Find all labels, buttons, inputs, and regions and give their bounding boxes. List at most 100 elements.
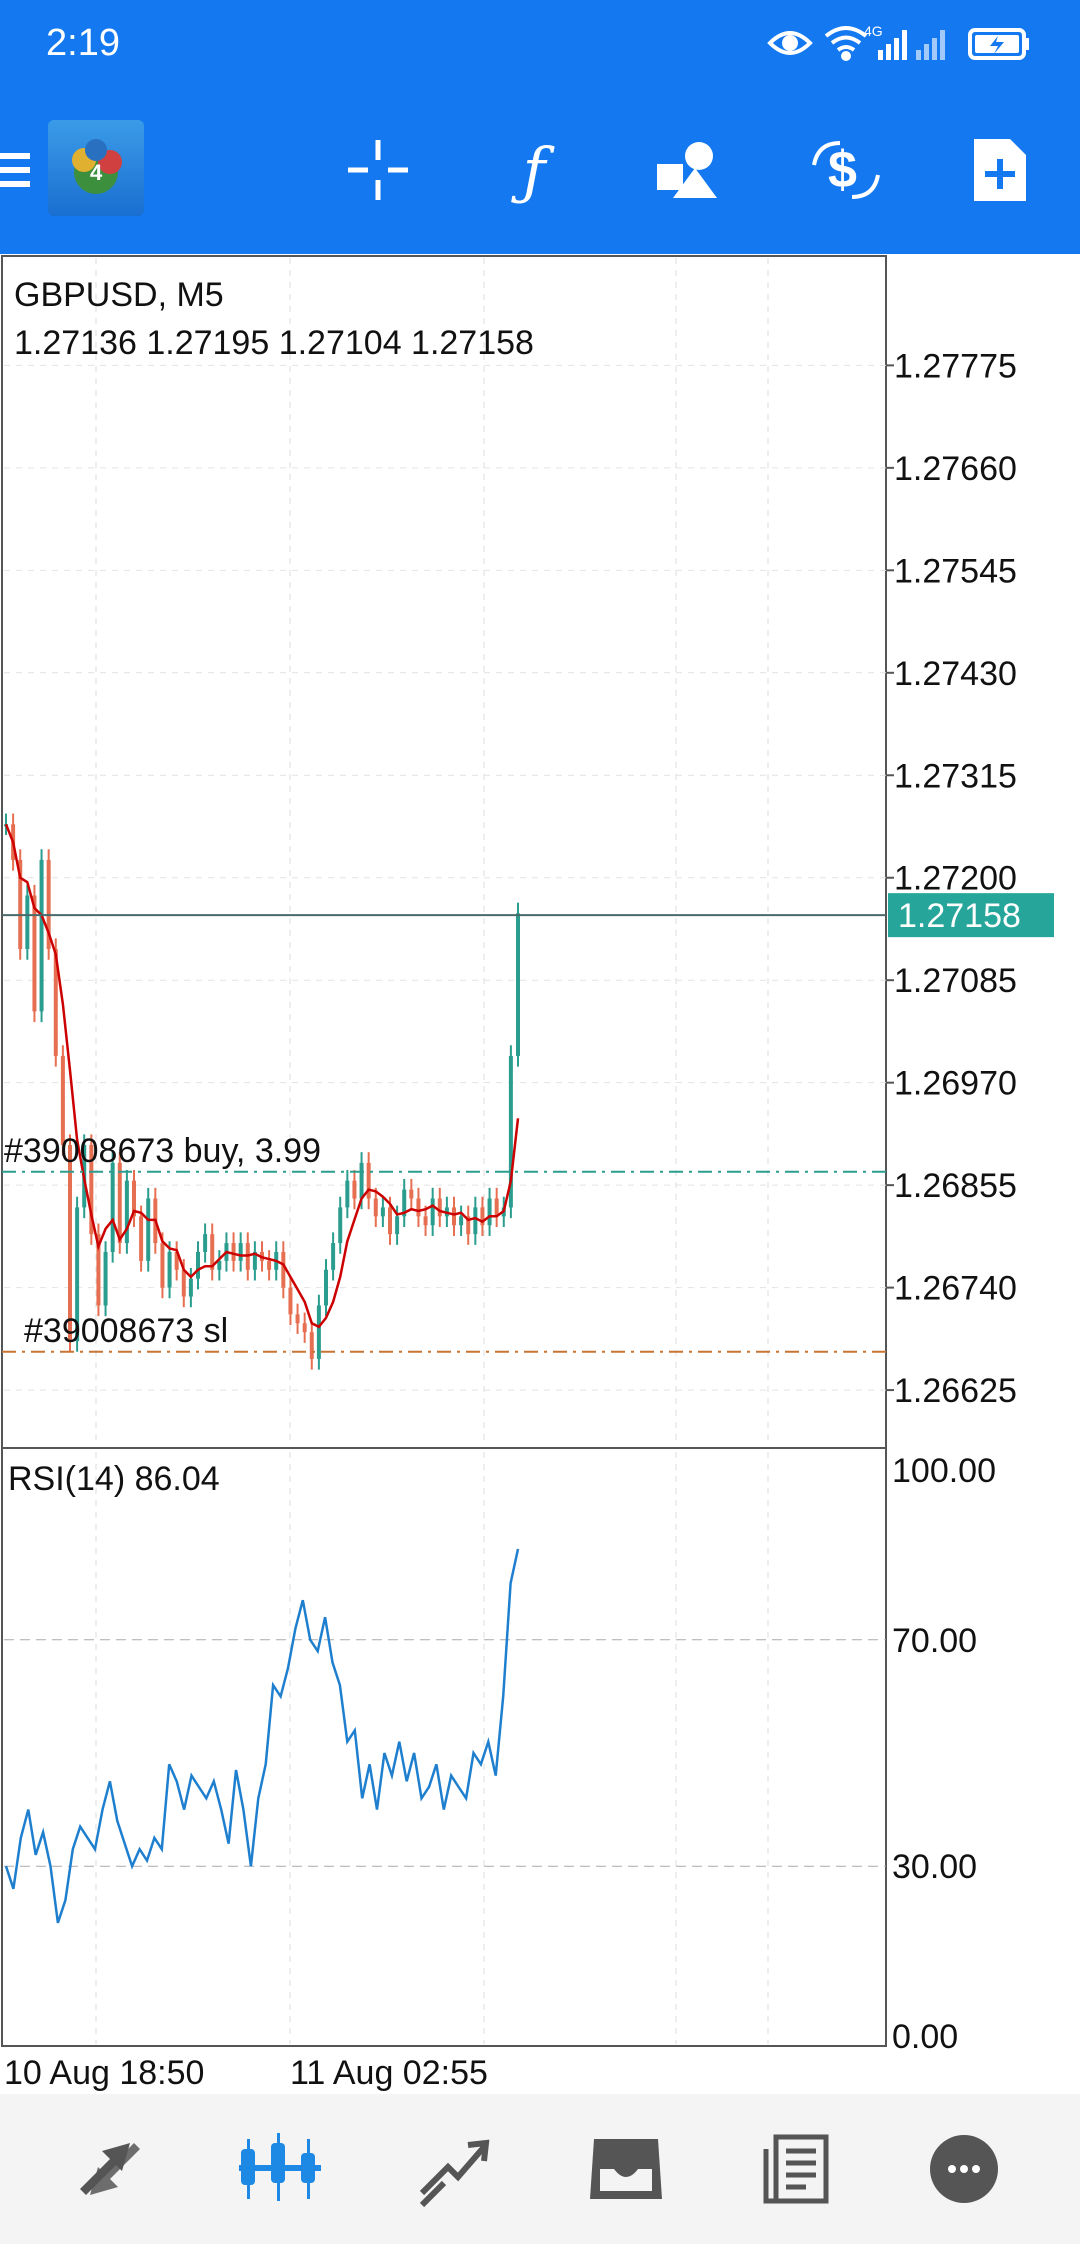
- candle-body-9: [68, 1145, 72, 1342]
- moving-average-line: [4, 823, 520, 1329]
- candle-body-32: [231, 1243, 236, 1261]
- candle-body-56: [402, 1189, 407, 1217]
- candle-body-47: [338, 1207, 343, 1244]
- rsi-axis-label-1: 70.00: [892, 1622, 977, 1660]
- trade-trend-icon: [419, 2139, 490, 2208]
- app-logo-icon[interactable]: 4: [48, 120, 144, 216]
- chart-grid: [4, 258, 886, 1446]
- svg-text:$: $: [828, 141, 857, 199]
- rsi-axis-label-2: 30.00: [892, 1848, 977, 1886]
- menu-icon[interactable]: [0, 128, 36, 212]
- price-chart[interactable]: 1.27775 1.27660 1.27545 1.27430 1.27315 1.272…: [0, 254, 1080, 2094]
- rsi-line: [4, 1548, 520, 1924]
- nav-quotes[interactable]: [60, 2124, 160, 2214]
- rsi-axis-label-3: 0.00: [892, 2018, 958, 2056]
- candles-group: [4, 813, 520, 1370]
- trade-icon[interactable]: $: [804, 128, 888, 212]
- price-axis: 1.27775 1.27660 1.27545 1.27430 1.27315 1.272…: [886, 347, 1017, 1410]
- candle-body-71: [508, 1055, 513, 1208]
- candle-body-61: [437, 1198, 442, 1217]
- ohlc-values: 1.27136 1.27195 1.27104 1.27158: [14, 324, 534, 362]
- candle-body-4: [32, 895, 37, 1012]
- crosshair-icon[interactable]: [336, 128, 420, 212]
- candle-body-60: [430, 1198, 435, 1226]
- candle-body-43: [309, 1332, 314, 1359]
- indicators-icon[interactable]: ƒ: [492, 128, 576, 212]
- rsi-axis: 100.00 70.00 30.00 0.00: [892, 1452, 996, 2056]
- candle-body-3: [25, 895, 30, 950]
- status-bar: 2:19 4G: [0, 0, 1080, 88]
- battery-icon: [968, 28, 1029, 60]
- candle-body-51: [366, 1162, 371, 1199]
- candle-body-37: [267, 1260, 272, 1270]
- candle-body-49: [352, 1180, 357, 1199]
- candle-body-54: [388, 1207, 392, 1235]
- candle-body-72: [516, 913, 520, 1056]
- chart-candles-icon: [239, 2133, 321, 2201]
- price-label-6: 1.27085: [894, 962, 1017, 1000]
- inbox-icon: [590, 2139, 662, 2199]
- candle-body-52: [373, 1198, 378, 1217]
- quotes-icon: [80, 2143, 140, 2195]
- candle-body-41: [295, 1314, 300, 1324]
- candle-body-46: [331, 1243, 336, 1270]
- nav-news[interactable]: [750, 2124, 850, 2214]
- candle-body-53: [380, 1207, 385, 1217]
- objects-icon[interactable]: [648, 128, 732, 212]
- candle-body-69: [494, 1198, 499, 1217]
- candle-body-10: [75, 1207, 80, 1342]
- price-label-8: 1.26855: [894, 1167, 1017, 1205]
- candle-body-29: [210, 1234, 215, 1270]
- price-label-4: 1.27315: [894, 757, 1017, 795]
- signal-4g-icon: [878, 30, 907, 60]
- price-label-10: 1.26625: [894, 1372, 1017, 1410]
- candle-body-13: [96, 1234, 101, 1306]
- candle-body-23: [167, 1251, 172, 1288]
- candle-body-14: [103, 1251, 108, 1306]
- wifi-icon: [824, 26, 868, 61]
- candle-body-6: [46, 859, 51, 950]
- chart-area[interactable]: 1.27775 1.27660 1.27545 1.27430 1.27315 1.272…: [0, 254, 1080, 2094]
- rsi-axis-label-0: 100.00: [892, 1452, 996, 1490]
- network-type-label: 4G: [864, 23, 883, 39]
- candle-body-24: [174, 1251, 179, 1270]
- price-label-7: 1.26970: [894, 1065, 1017, 1103]
- candle-body-57: [409, 1189, 414, 1199]
- price-label-2: 1.27545: [894, 552, 1017, 590]
- candle-body-15: [110, 1162, 115, 1252]
- new-order-icon[interactable]: [958, 128, 1042, 212]
- candle-body-67: [480, 1207, 485, 1226]
- current-price-tag: [888, 893, 1054, 938]
- candle-body-42: [302, 1323, 307, 1333]
- symbol-timeframe: GBPUSD, M5: [14, 276, 224, 314]
- news-icon: [763, 2134, 829, 2204]
- nav-chart[interactable]: [230, 2124, 330, 2214]
- price-label-3: 1.27430: [894, 655, 1017, 693]
- price-label-9: 1.26740: [894, 1270, 1017, 1308]
- status-time: 2:19: [46, 22, 120, 64]
- chat-icon: [930, 2135, 998, 2203]
- candle-body-59: [423, 1216, 428, 1226]
- main-chart-frame: [1, 255, 887, 1449]
- price-label-0: 1.27775: [894, 347, 1017, 385]
- candle-body-7: [53, 949, 58, 1056]
- candle-body-30: [217, 1260, 222, 1270]
- rsi-grid: [4, 1452, 886, 2044]
- candle-body-25: [181, 1269, 186, 1297]
- candle-body-68: [487, 1198, 492, 1226]
- buy-order-label: #39008673 buy, 3.99: [4, 1132, 321, 1170]
- candle-body-58: [416, 1198, 421, 1217]
- current-price-label: 1.27158: [898, 897, 1021, 935]
- rsi-label: RSI(14) 86.04: [8, 1460, 220, 1498]
- nav-history[interactable]: [576, 2124, 676, 2214]
- candle-body-35: [252, 1251, 257, 1270]
- candle-body-26: [188, 1278, 193, 1297]
- nav-messages[interactable]: [910, 2124, 1010, 2214]
- candle-body-27: [196, 1251, 200, 1279]
- candle-body-55: [395, 1216, 400, 1235]
- price-label-1: 1.27660: [894, 450, 1017, 488]
- rsi-chart-frame: [1, 1447, 887, 2047]
- nav-trade[interactable]: [404, 2124, 504, 2214]
- top-toolbar: 4 ƒ $: [0, 88, 1080, 254]
- candle-body-19: [139, 1216, 144, 1261]
